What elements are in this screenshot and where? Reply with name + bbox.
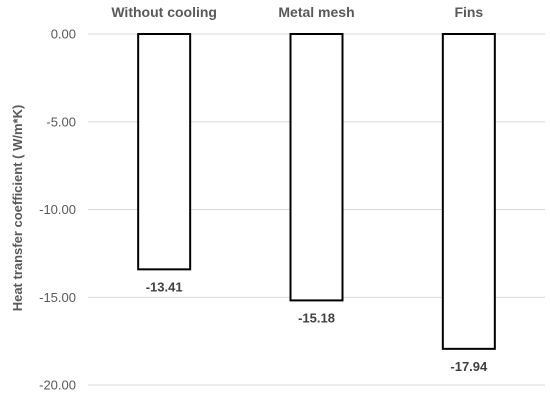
- y-axis-title: Heat transfer coefficient ( W/m*K): [10, 105, 25, 312]
- data-labels: -13.41 -15.18 -17.94: [146, 279, 488, 374]
- bar: [441, 33, 496, 350]
- y-tick-label: -20.00: [39, 378, 76, 393]
- y-tick-label: -15.00: [39, 290, 76, 305]
- y-axis-ticks: 0.00 -5.00 -10.00 -15.00 -20.00: [39, 27, 76, 393]
- category-label: Without cooling: [111, 4, 217, 20]
- category-label: Metal mesh: [278, 4, 354, 20]
- y-tick-label: 0.00: [51, 27, 76, 42]
- data-label: -15.18: [298, 310, 335, 325]
- bar: [137, 33, 192, 271]
- category-label: Fins: [454, 4, 483, 20]
- bar: [289, 33, 344, 302]
- y-tick-label: -5.00: [46, 114, 76, 129]
- category-labels: Without cooling Metal mesh Fins: [111, 4, 483, 20]
- data-label: -17.94: [450, 359, 488, 374]
- bars: [137, 33, 496, 350]
- y-tick-label: -10.00: [39, 202, 76, 217]
- data-label: -13.41: [146, 279, 183, 294]
